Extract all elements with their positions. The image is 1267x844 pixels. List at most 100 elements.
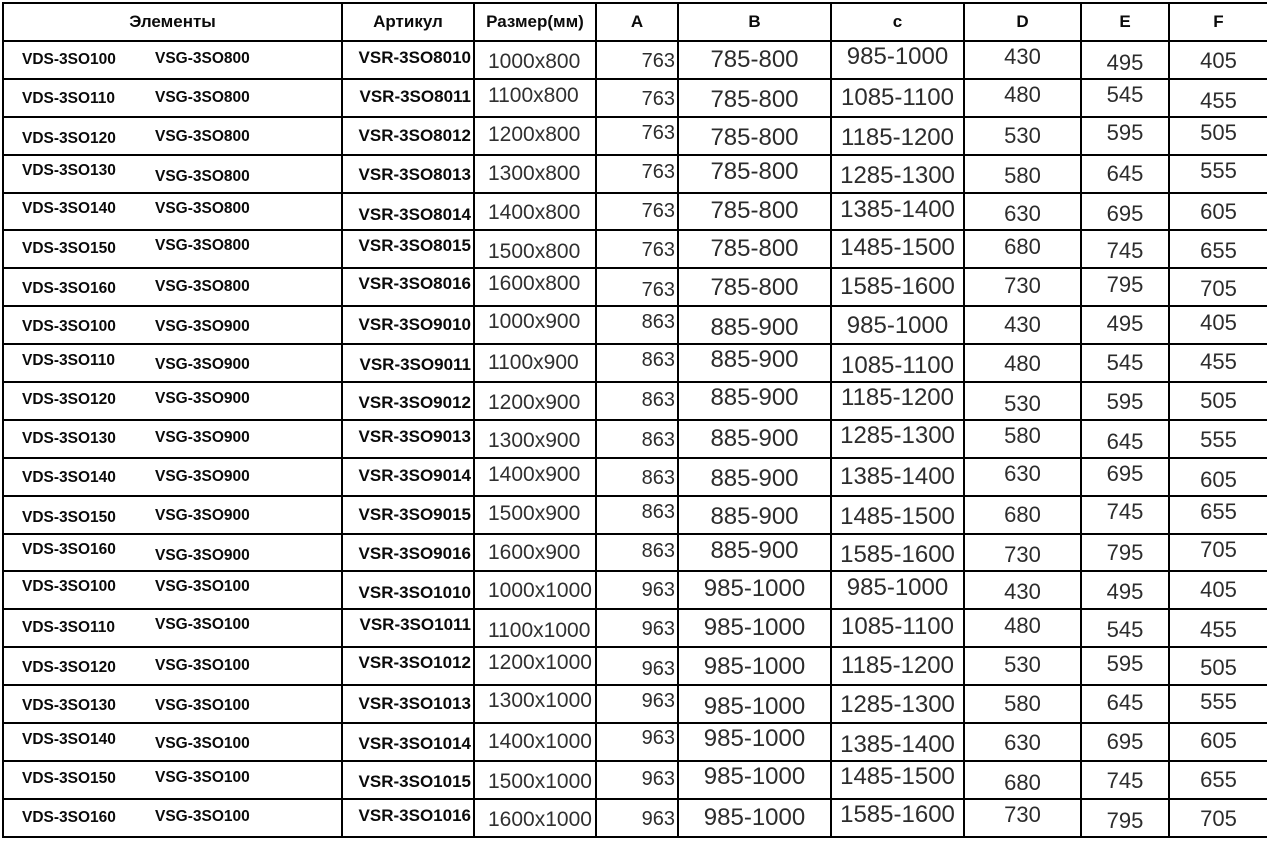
a-value: 963 [641, 768, 675, 791]
e-value: 595 [1106, 651, 1144, 677]
table-row: VDS-3SO140 VSG-3SO800 VSR-3SO8014 1400x800 7… [2, 191, 1267, 232]
d-value: 480 [1004, 351, 1041, 377]
d-value: 430 [1004, 43, 1041, 69]
a-cell: 763 [595, 267, 679, 308]
size-cell: 1600x900 [473, 532, 597, 573]
b-value: 985-1000 [703, 575, 806, 603]
f-value: 505 [1200, 119, 1237, 145]
d-value: 630 [1004, 460, 1041, 486]
b-value: 885-900 [710, 424, 799, 452]
b-cell: 885-900 [677, 305, 832, 346]
c-cell: 1185-1200 [830, 646, 965, 687]
element-code-vds: VDS-3SO110 [22, 352, 116, 370]
c-cell: 1485-1500 [830, 494, 965, 535]
a-value: 763 [641, 161, 675, 184]
e-value: 545 [1106, 617, 1144, 643]
d-cell: 680 [963, 494, 1082, 535]
c-value: 1085-1100 [841, 613, 954, 641]
a-cell: 863 [595, 343, 679, 384]
element-code-vds: VDS-3SO140 [22, 468, 116, 486]
c-value: 1585-1600 [840, 273, 955, 301]
elements-cell: VDS-3SO140 VSG-3SO900 [2, 456, 343, 497]
a-cell: 863 [595, 532, 679, 573]
e-value: 495 [1106, 579, 1144, 605]
a-cell: 763 [595, 229, 679, 270]
elements-cell: VDS-3SO110 VSG-3SO900 [2, 343, 343, 384]
size-value: 1100x800 [488, 83, 579, 107]
article-cell: VSR-3SO9012 [341, 381, 475, 421]
f-value: 405 [1200, 577, 1237, 603]
f-cell: 405 [1168, 570, 1267, 611]
table-row: VDS-3SO100 VSG-3SO100 VSR-3SO1010 1000x1000… [2, 570, 1267, 611]
article-value: VSR-3SO8011 [359, 86, 471, 106]
f-value: 555 [1200, 689, 1237, 715]
element-code-vsg: VSG-3SO100 [155, 807, 250, 825]
article-cell: VSR-3SO1015 [341, 759, 475, 800]
element-code-vds: VDS-3SO100 [22, 50, 116, 68]
f-cell: 705 [1168, 797, 1267, 839]
c-cell: 1085-1100 [830, 77, 965, 118]
e-cell: 645 [1080, 153, 1170, 194]
elements-cell: VDS-3SO150 VSG-3SO100 [2, 759, 343, 800]
size-cell: 1500x1000 [473, 759, 597, 800]
size-value: 1000x800 [488, 49, 581, 73]
column-header-elements: Элементы [2, 2, 343, 42]
size-cell: 1100x900 [473, 343, 597, 384]
element-code-vds: VDS-3SO130 [22, 161, 116, 179]
elements-cell: VDS-3SO160 VSG-3SO900 [2, 532, 343, 573]
elements-cell: VDS-3SO130 VSG-3SO100 [2, 684, 343, 725]
d-value: 430 [1004, 312, 1041, 338]
elements-cell: VDS-3SO130 VSG-3SO800 [2, 153, 343, 194]
d-cell: 530 [963, 381, 1082, 421]
article-cell: VSR-3SO8014 [341, 191, 475, 232]
element-code-vds: VDS-3SO150 [22, 240, 116, 258]
size-value: 1300x800 [488, 161, 581, 185]
a-cell: 863 [595, 381, 679, 421]
b-cell: 885-900 [677, 532, 832, 573]
c-value: 1585-1600 [840, 800, 955, 828]
b-value: 785-800 [710, 274, 799, 302]
size-value: 1200x800 [488, 122, 581, 146]
element-code-vds: VDS-3SO130 [22, 429, 116, 447]
a-value: 763 [641, 50, 675, 73]
a-cell: 763 [595, 191, 679, 232]
element-code-vsg: VSG-3SO100 [155, 657, 250, 675]
column-header-article: Артикул [341, 2, 475, 42]
f-cell: 505 [1168, 381, 1267, 421]
table-row: VDS-3SO120 VSG-3SO100 VSR-3SO1012 1200x1000… [2, 646, 1267, 687]
b-value: 885-900 [710, 346, 799, 374]
column-header-f: F [1168, 2, 1267, 42]
a-cell: 963 [595, 759, 679, 800]
size-cell: 1600x1000 [473, 797, 597, 839]
a-value: 963 [641, 617, 675, 640]
c-value: 985-1000 [846, 312, 949, 340]
c-value: 1285-1300 [840, 691, 955, 719]
d-cell: 480 [963, 608, 1082, 649]
a-value: 763 [641, 238, 675, 261]
f-cell: 455 [1168, 77, 1267, 118]
a-value: 763 [641, 200, 675, 222]
e-value: 745 [1106, 238, 1144, 264]
a-value: 863 [641, 467, 675, 490]
c-cell: 1585-1600 [830, 532, 965, 573]
b-cell: 985-1000 [677, 797, 832, 839]
size-cell: 1000x1000 [473, 570, 597, 611]
article-cell: VSR-3SO1012 [341, 646, 475, 687]
c-value: 1585-1600 [840, 540, 955, 568]
size-cell: 1300x1000 [473, 684, 597, 725]
article-cell: VSR-3SO9016 [341, 532, 475, 573]
f-value: 705 [1200, 276, 1237, 302]
size-value: 1500x1000 [488, 769, 592, 793]
table-row: VDS-3SO100 VSG-3SO800 VSR-3SO8010 1000x800 7… [2, 40, 1267, 80]
d-cell: 530 [963, 646, 1082, 687]
f-cell: 555 [1168, 684, 1267, 725]
element-code-vsg: VSG-3SO900 [155, 506, 250, 524]
a-value: 863 [641, 429, 675, 452]
element-code-vsg: VSG-3SO800 [155, 199, 250, 217]
d-value: 580 [1004, 422, 1041, 448]
a-cell: 763 [595, 153, 679, 194]
a-cell: 963 [595, 646, 679, 687]
a-value: 963 [641, 727, 675, 750]
f-cell: 505 [1168, 646, 1267, 687]
